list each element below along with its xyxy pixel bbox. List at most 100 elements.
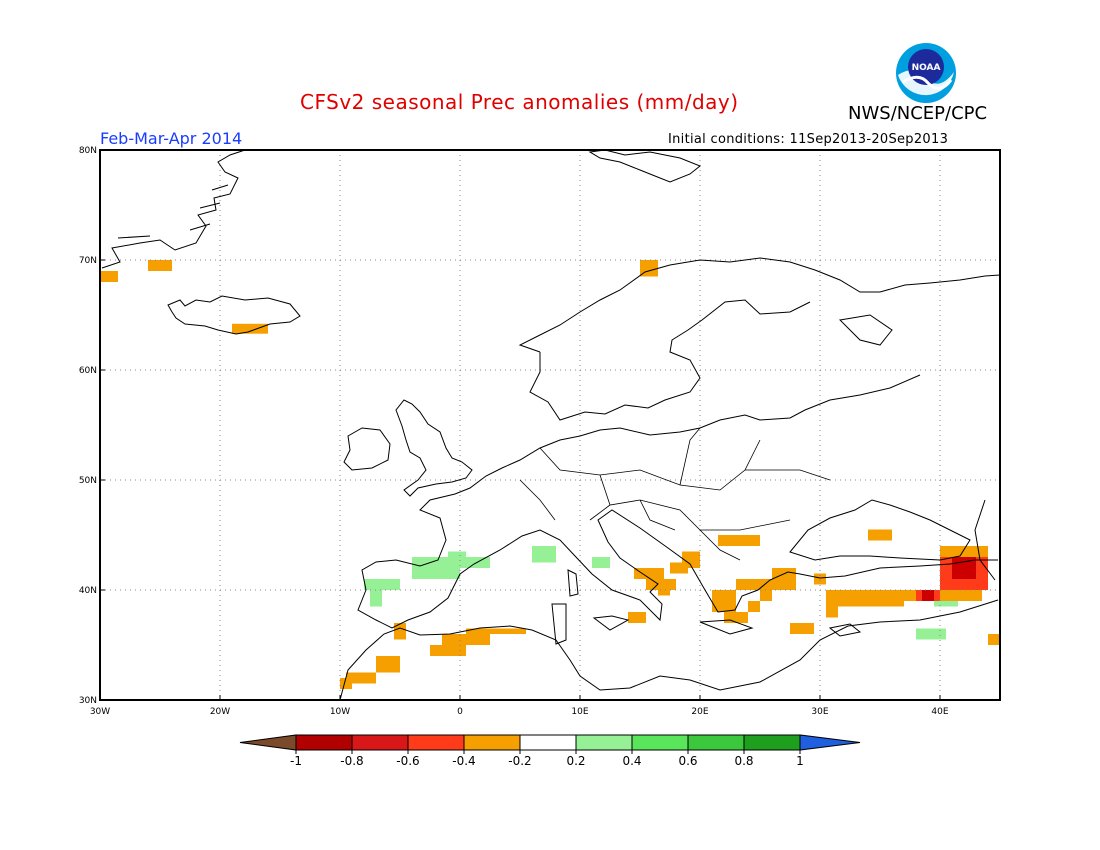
- lat-tick-label: 80N: [79, 146, 97, 156]
- coastline-caspian: [974, 499, 996, 581]
- colorbar-label: -0.2: [508, 754, 531, 768]
- anomaly-cell: [346, 672, 376, 684]
- coastline-great-britain: [395, 399, 473, 497]
- colorbar-label: -0.4: [452, 754, 475, 768]
- anomaly-cell: [148, 260, 172, 271]
- coastline-north-africa: [339, 599, 999, 701]
- colorbar-swatch: [631, 734, 689, 751]
- coastline-greenland-fjords: [117, 184, 229, 239]
- lon-tick-label: 0: [457, 707, 463, 717]
- lat-tick-label: 60N: [79, 366, 97, 376]
- anomaly-cell: [376, 656, 400, 673]
- anomaly-cell: [592, 557, 610, 568]
- coastline-white-sea: [838, 314, 893, 346]
- coastline-greenland: [101, 149, 246, 269]
- anomaly-cell: [790, 623, 814, 634]
- anomaly-cell: [736, 579, 796, 590]
- colorbar-swatch: [295, 734, 353, 751]
- colorbar-label: -0.6: [396, 754, 419, 768]
- anomaly-cell: [988, 634, 1000, 645]
- coastline-baltic: [599, 374, 921, 436]
- anomaly-cell: [100, 271, 118, 282]
- anomaly-cell: [634, 568, 664, 579]
- colorbar-under-arrow: [239, 734, 297, 751]
- coastlines: [101, 149, 1001, 701]
- anomaly-cell: [916, 628, 946, 640]
- anomaly-cell: [466, 628, 520, 634]
- anomaly-cell: [394, 623, 406, 640]
- colorbar-swatch: [407, 734, 465, 751]
- lat-tick-label: 30N: [79, 696, 97, 706]
- lat-tick-label: 50N: [79, 476, 97, 486]
- lat-tick-label: 70N: [79, 256, 97, 266]
- coastline-italy-islands: [551, 569, 862, 645]
- colorbar-swatch: [463, 734, 521, 751]
- anomaly-cell: [442, 634, 490, 645]
- colorbar-label: 0.8: [734, 754, 753, 768]
- colorbar-label: 1: [796, 754, 804, 768]
- noaa-logo-text: NOAA: [912, 63, 941, 73]
- initial-conditions: Initial conditions: 11Sep2013-20Sep2013: [668, 132, 949, 147]
- coastline-black-sea: [789, 499, 971, 561]
- lon-tick-label: 20E: [691, 707, 708, 717]
- coastline-western-europe: [357, 429, 998, 629]
- anomaly-cell: [922, 590, 934, 601]
- anomaly-cell: [430, 645, 466, 656]
- colorbar-over-arrow: [799, 734, 861, 751]
- anomaly-cell: [646, 579, 676, 590]
- coastline-svalbard: [588, 149, 701, 183]
- anomaly-cell: [826, 590, 838, 618]
- colorbar-label: -0.8: [340, 754, 363, 768]
- lon-tick-label: 10E: [571, 707, 588, 717]
- map-gridlines: [100, 150, 1000, 700]
- map-frame: [99, 149, 1001, 701]
- chart-title: CFSv2 seasonal Prec anomalies (mm/day): [300, 90, 739, 114]
- anomaly-cell: [370, 590, 382, 607]
- colorbar-label: 0.2: [566, 754, 585, 768]
- anomaly-cell: [838, 590, 904, 607]
- country-borders: [519, 427, 831, 561]
- anomaly-cell: [940, 590, 982, 601]
- anomaly-cell: [760, 590, 772, 601]
- anomaly-cell: [520, 628, 526, 634]
- anomaly-cell: [658, 590, 670, 596]
- anomaly-cell: [724, 612, 748, 623]
- colorbar: -1 -0.8 -0.6 -0.4 -0.2 0.2 0.4 0.6 0.8 1: [239, 734, 861, 768]
- anomaly-cell: [814, 573, 826, 585]
- anomaly-cell: [718, 535, 760, 546]
- anomaly-cell: [670, 562, 688, 574]
- colorbar-swatch: [743, 734, 801, 751]
- lon-tick-label: 20W: [210, 707, 230, 717]
- anomaly-cell: [940, 546, 988, 557]
- colorbar-swatch: [519, 734, 577, 751]
- coastline-norway-sweden: [518, 257, 1001, 353]
- anomaly-cell: [868, 529, 892, 541]
- lon-tick-label: 30E: [811, 707, 828, 717]
- colorbar-swatch: [351, 734, 409, 751]
- colorbar-label: -1: [290, 754, 302, 768]
- anomaly-cell: [412, 557, 448, 563]
- axis-ticks: 30W 20W 10W 0 10E 20E 30E 40E 30N 40N 50N 60N 70N 80N: [79, 146, 949, 717]
- coastline-ireland: [343, 427, 391, 471]
- anomaly-cell: [904, 590, 916, 601]
- colorbar-swatch: [687, 734, 745, 751]
- anomaly-cell: [532, 546, 556, 563]
- anomaly-cell: [448, 557, 490, 568]
- anomaly-cell: [628, 612, 646, 623]
- colorbar-swatch: [575, 734, 633, 751]
- anomaly-cell: [712, 590, 736, 612]
- organization-label: NWS/NCEP/CPC: [848, 103, 988, 124]
- lon-tick-label: 30W: [90, 707, 110, 717]
- anomaly-cell: [340, 678, 352, 689]
- anomaly-cell: [682, 551, 700, 568]
- coastline-norway-south: [529, 299, 811, 421]
- forecast-period: Feb-Mar-Apr 2014: [100, 129, 243, 148]
- lon-tick-label: 10W: [330, 707, 350, 717]
- anomaly-cell: [364, 579, 400, 590]
- noaa-logo: NOAA: [896, 43, 956, 103]
- colorbar-label: 0.6: [678, 754, 697, 768]
- anomaly-cell: [748, 601, 760, 612]
- lat-tick-label: 40N: [79, 586, 97, 596]
- anomaly-cells: [100, 260, 1000, 689]
